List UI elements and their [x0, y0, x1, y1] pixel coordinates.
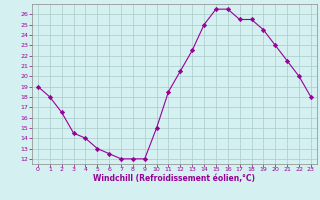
X-axis label: Windchill (Refroidissement éolien,°C): Windchill (Refroidissement éolien,°C): [93, 174, 255, 183]
